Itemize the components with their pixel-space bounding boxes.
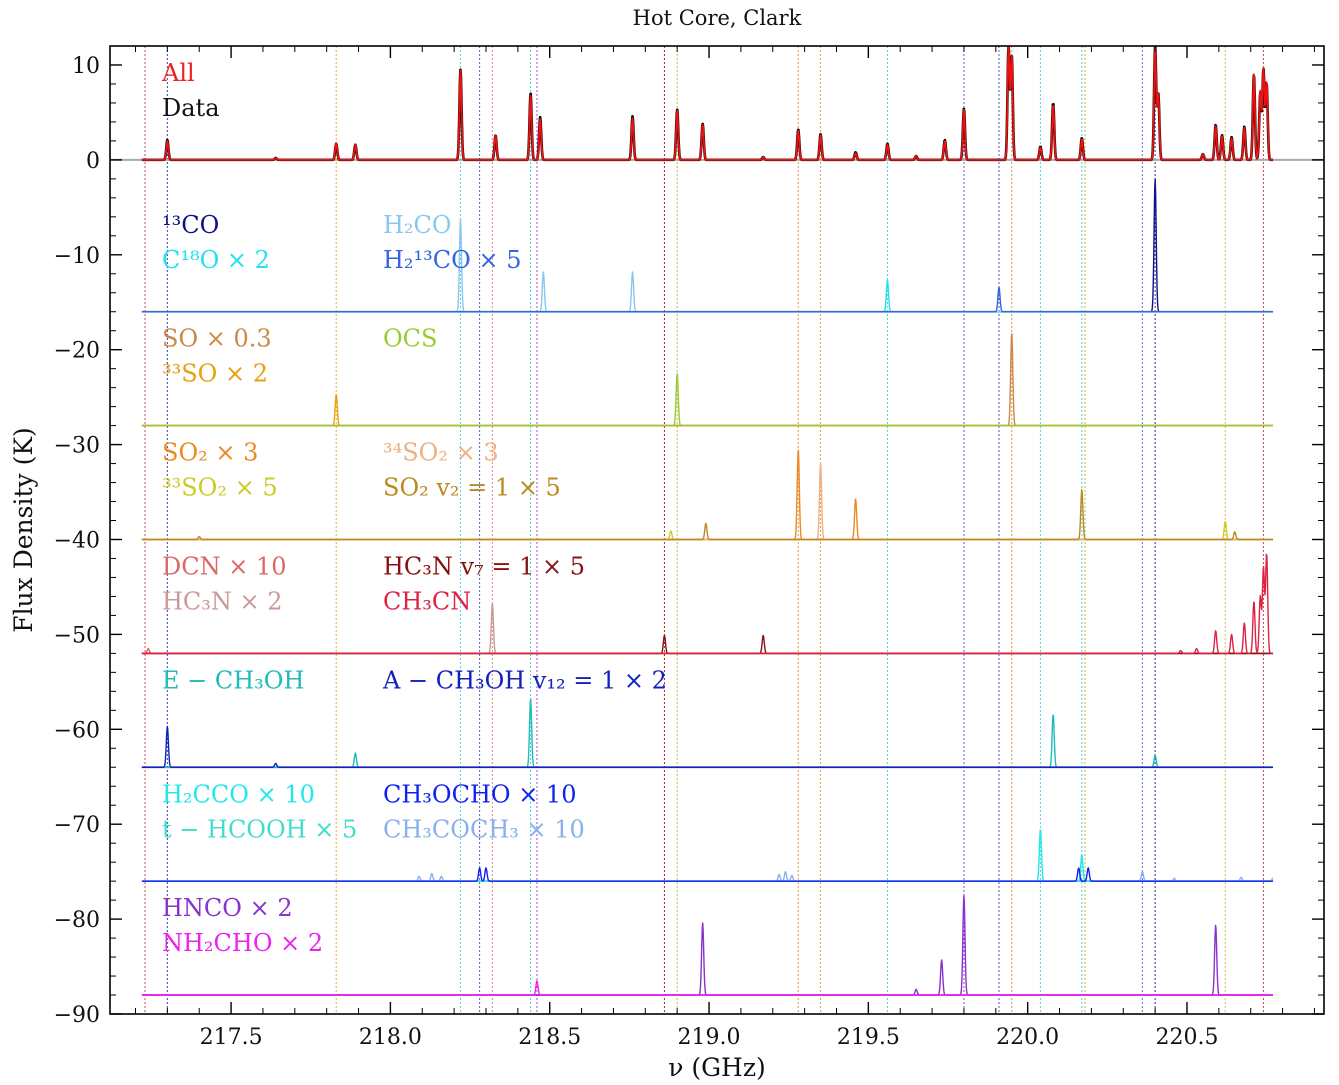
panel-2-label-right-0: OCS: [383, 325, 437, 353]
panel-6-label-left-1: t − HCOOH × 5: [162, 815, 357, 843]
chart-title: Hot Core, Clark: [633, 6, 802, 30]
panel-1-label-right-1: H₂¹³CO × 5: [383, 246, 521, 274]
panel-3-label-left-0: SO₂ × 3: [162, 439, 258, 467]
y-tick-label-10: −90: [54, 1003, 100, 1028]
panel-0: [141, 46, 1274, 162]
y-tick-label-0: 10: [72, 54, 100, 79]
x-tick-label-5: 220.0: [996, 1025, 1059, 1050]
panel-6-series-0: [141, 870, 1274, 882]
panel-3-label-right-1: SO₂ v₂ = 1 × 5: [383, 474, 561, 502]
panel-2-series-1: [141, 394, 1274, 427]
panel-0-series-1: [141, 46, 1274, 161]
x-tick-label-0: 217.5: [200, 1025, 263, 1050]
panel-1-series-3: [141, 286, 1274, 313]
panel-4-series-2: [141, 634, 1274, 655]
y-tick-label-7: −60: [54, 718, 100, 743]
panel-1-series-1: [141, 279, 1274, 313]
x-tick-label-6: 220.5: [1155, 1025, 1218, 1050]
panel-5-series-0: [141, 698, 1274, 768]
panel-1-series-0: [141, 178, 1274, 313]
y-tick-label-2: −10: [54, 244, 100, 269]
panel-0-series-0: [141, 46, 1274, 162]
panel-1-series-2: [141, 218, 1274, 313]
panel-7-series-1: [141, 980, 1274, 996]
y-tick-label-9: −80: [54, 908, 100, 933]
panel-5-label-right-0: A − CH₃OH v₁₂ = 1 × 2: [382, 666, 667, 694]
panel-1-label-left-0: ¹³CO: [162, 211, 219, 239]
y-tick-label-3: −20: [54, 339, 100, 364]
axis-ticks: 217.5 218.0 218.5 219.0 219.5 220.0 220.5 10 0 −1…: [54, 45, 1324, 1050]
y-tick-label-5: −40: [54, 528, 100, 553]
panel-4-label-left-0: DCN × 10: [162, 552, 287, 580]
panel-2: [141, 333, 1274, 427]
y-tick-label-1: 0: [86, 149, 100, 174]
panel-4-series-1: [141, 602, 1274, 655]
panel-2-label-left-0: SO × 0.3: [162, 325, 272, 353]
panel-0-label-left-1: Data: [162, 94, 220, 122]
panel-3-label-left-1: ³³SO₂ × 5: [162, 474, 278, 502]
panel-1: [141, 178, 1274, 313]
panel-5: [141, 698, 1274, 769]
panel-4: [141, 553, 1274, 655]
panel-4-label-left-1: HC₃N × 2: [162, 587, 283, 615]
spectra-series: [141, 46, 1274, 996]
panel-2-series-2: [141, 372, 1274, 427]
panel-7-label-left-1: NH₂CHO × 2: [162, 929, 323, 957]
x-tick-label-1: 218.0: [359, 1025, 422, 1050]
panel-3-series-0: [141, 449, 1274, 541]
y-tick-label-6: −50: [54, 623, 100, 648]
panel-6-series-2: [141, 867, 1274, 882]
panel-1-label-left-1: C¹⁸O × 2: [162, 246, 270, 274]
panel-7: [141, 895, 1274, 996]
x-tick-label-4: 219.5: [837, 1025, 900, 1050]
panel-6-label-right-1: CH₃COCH₃ × 10: [383, 815, 585, 843]
panel-5-label-left-0: E − CH₃OH: [162, 666, 304, 694]
panel-4-label-right-0: HC₃N v₇ = 1 × 5: [383, 552, 585, 580]
panel-4-label-right-1: CH₃CN: [383, 587, 471, 615]
panel-2-series-0: [141, 333, 1274, 427]
panel-3-series-2: [141, 462, 1274, 541]
x-axis-label: ν (GHz): [668, 1053, 766, 1082]
panel-7-label-left-0: HNCO × 2: [162, 894, 293, 922]
panel-3-label-right-0: ³⁴SO₂ × 3: [383, 439, 499, 467]
y-tick-label-8: −70: [54, 813, 100, 838]
panel-5-series-1: [141, 725, 1274, 768]
x-tick-label-2: 218.5: [518, 1025, 581, 1050]
transition-markers: [144, 46, 1264, 1014]
panel-6-label-right-0: CH₃OCHO × 10: [383, 780, 576, 808]
panel-0-label-left-0: All: [161, 59, 195, 87]
panel-2-label-left-1: ³³SO × 2: [162, 360, 268, 388]
series-labels: All Data ¹³CO C¹⁸O × 2 H₂CO H₂¹³CO × 5 SO × 0.…: [161, 59, 667, 957]
panel-1-label-right-0: H₂CO: [383, 211, 452, 239]
plot-frame: [109, 45, 1325, 1015]
y-axis-label: Flux Density (K): [9, 427, 38, 633]
panel-3-series-3: [141, 489, 1274, 541]
panel-6-label-left-0: H₂CCO × 10: [162, 780, 315, 808]
panel-4-series-3: [141, 553, 1274, 655]
x-tick-label-3: 219.0: [678, 1025, 741, 1050]
panel-6: [141, 829, 1274, 883]
y-tick-label-4: −30: [54, 434, 100, 459]
panel-3: [141, 449, 1274, 541]
